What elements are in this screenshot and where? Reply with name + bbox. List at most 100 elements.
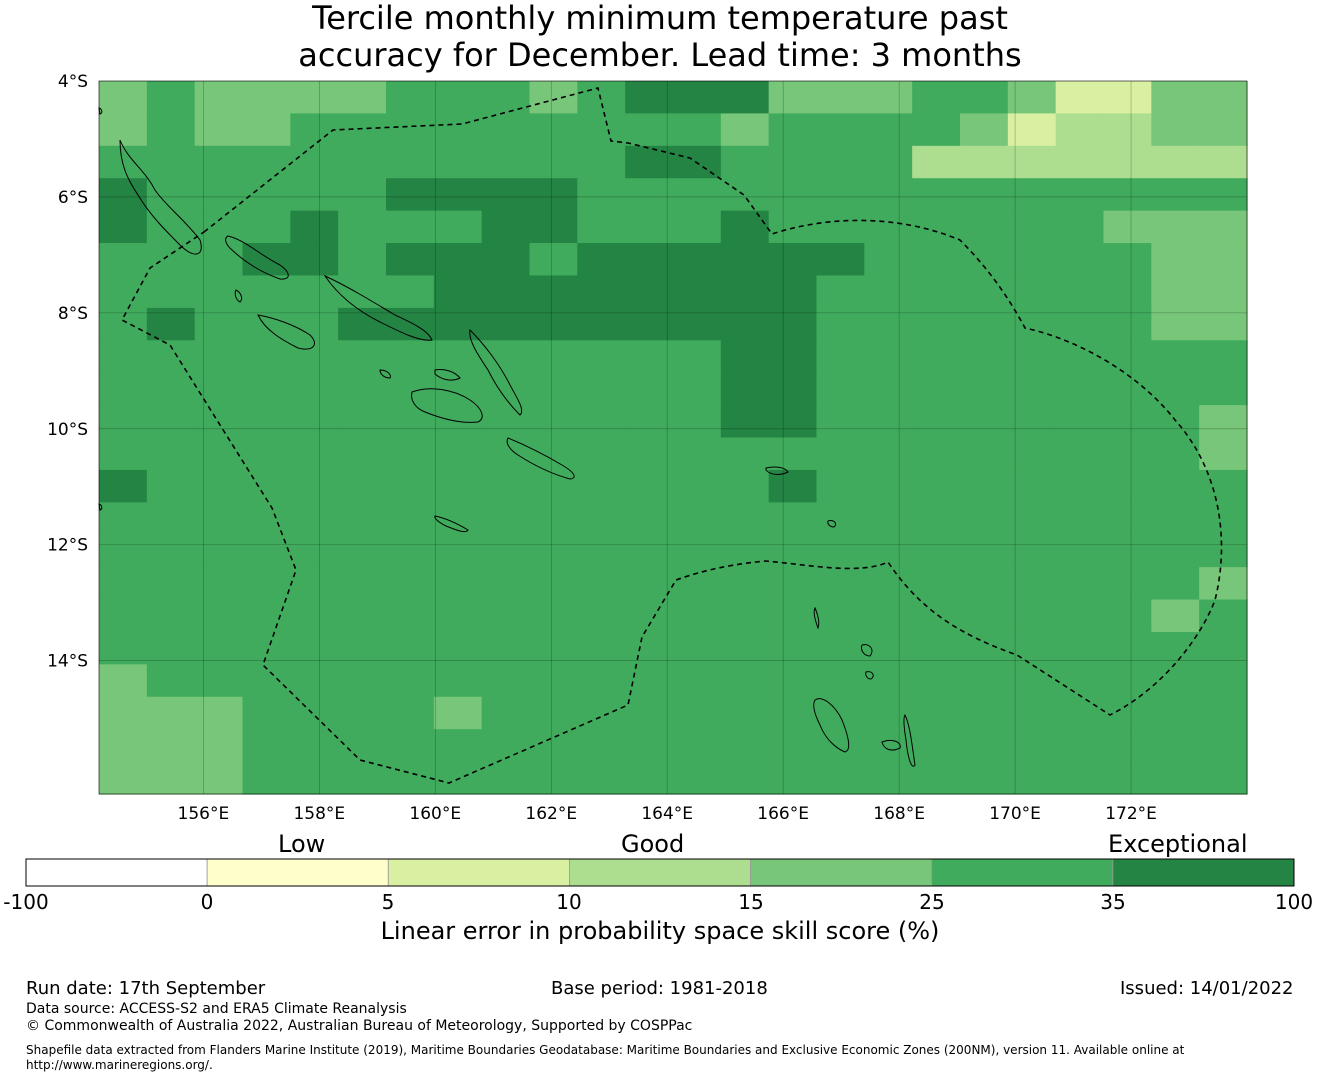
grid-cell: [481, 340, 531, 374]
grid-cell: [625, 567, 674, 601]
grid-cell: [99, 469, 148, 503]
grid-cell: [1007, 696, 1057, 730]
grid-cell: [816, 437, 865, 471]
grid-cell: [242, 631, 291, 665]
grid-cell: [99, 599, 148, 633]
grid-cell: [481, 567, 531, 601]
grid-cell: [529, 761, 578, 795]
grid-cell: [1199, 113, 1248, 147]
grid-cell: [194, 599, 244, 633]
grid-cell: [768, 405, 818, 439]
grid-cell: [529, 340, 578, 374]
longitude-label: 162°E: [525, 804, 577, 824]
grid-cell: [1199, 599, 1248, 633]
grid-cell: [386, 437, 435, 471]
latitude-label: 6°S: [58, 188, 88, 208]
grid-cell: [912, 275, 961, 309]
grid-cell: [625, 502, 674, 536]
grid-cell: [1151, 81, 1200, 115]
grid-cell: [960, 113, 1009, 147]
grid-cell: [99, 372, 148, 406]
grid-cell: [816, 243, 865, 277]
grid-cell: [1199, 502, 1248, 536]
grid-cell: [864, 340, 913, 374]
grid-cell: [290, 599, 339, 633]
grid-cell: [290, 696, 339, 730]
map-frame: [98, 80, 1248, 795]
colorbar-segment: [25, 858, 208, 887]
grid-cell: [433, 631, 483, 665]
longitude-label: 172°E: [1105, 804, 1157, 824]
colorbar-tick: 15: [738, 890, 764, 914]
grid-cell: [960, 405, 1009, 439]
grid-cell: [673, 178, 722, 212]
colorbar: [25, 858, 1295, 887]
grid-cell: [99, 210, 148, 244]
grid-cell: [194, 469, 244, 503]
island-small-2: [865, 671, 874, 680]
grid-cell: [386, 178, 435, 212]
grid-cell: [529, 275, 578, 309]
grid-cell: [290, 631, 339, 665]
grid-cell: [529, 631, 578, 665]
grid-cell: [960, 469, 1009, 503]
colorbar-tick: 0: [200, 890, 214, 914]
grid-cell: [768, 502, 818, 536]
grid-cell: [529, 145, 578, 179]
grid-cell: [960, 567, 1009, 601]
grid-cell: [481, 631, 531, 665]
grid-cell: [1007, 275, 1057, 309]
grid-cell: [1103, 81, 1152, 115]
grid-cell: [433, 469, 483, 503]
island-small-1: [827, 520, 837, 528]
grid-cell: [338, 761, 387, 795]
grid-cell: [1151, 469, 1200, 503]
grid-cell: [194, 372, 244, 406]
colorbar-border: [25, 858, 1295, 887]
grid-cell: [912, 599, 961, 633]
grid-cell: [146, 145, 196, 179]
grid-cell: [386, 631, 435, 665]
grid-cell: [1103, 275, 1152, 309]
grid-cell: [338, 469, 387, 503]
grid-cell: [912, 210, 961, 244]
grid-cell: [1007, 243, 1057, 277]
grid-cell: [768, 340, 818, 374]
shapefile-url[interactable]: http://www.marineregions.org/.: [26, 1058, 213, 1072]
grid-cell: [1103, 307, 1152, 341]
grid-cell: [386, 696, 435, 730]
grid-cell: [529, 729, 578, 763]
grid-cell: [194, 502, 244, 536]
grid-cell: [1103, 696, 1152, 730]
grid-cell: [1055, 340, 1105, 374]
grid-cell: [1007, 113, 1057, 147]
grid-cell: [338, 340, 387, 374]
longitude-label: 160°E: [409, 804, 461, 824]
base-period: Base period: 1981-2018: [551, 978, 768, 999]
grid-cell: [720, 275, 770, 309]
grid-cell: [99, 729, 148, 763]
grid-cell: [242, 243, 291, 277]
grid-cell: [529, 696, 578, 730]
grid-cell: [960, 210, 1009, 244]
grid-cell: [146, 696, 196, 730]
longitude-label: 158°E: [293, 804, 345, 824]
grid-cell: [1055, 599, 1105, 633]
grid-cell: [1199, 405, 1248, 439]
island-espiritu-santo: [813, 698, 850, 753]
grid-cell: [1055, 437, 1105, 471]
grid-cell: [816, 210, 865, 244]
skill-grid: [99, 81, 1248, 795]
grid-cell: [720, 81, 770, 115]
grid-cell: [1055, 243, 1105, 277]
grid-cell: [673, 210, 722, 244]
grid-cell: [864, 469, 913, 503]
grid-cell: [433, 81, 483, 115]
grid-cell: [912, 243, 961, 277]
island-maewo: [903, 714, 916, 767]
grid-cell: [338, 437, 387, 471]
grid-cell: [816, 469, 865, 503]
grid-cell: [625, 243, 674, 277]
grid-cell: [625, 405, 674, 439]
grid-cell: [960, 307, 1009, 341]
